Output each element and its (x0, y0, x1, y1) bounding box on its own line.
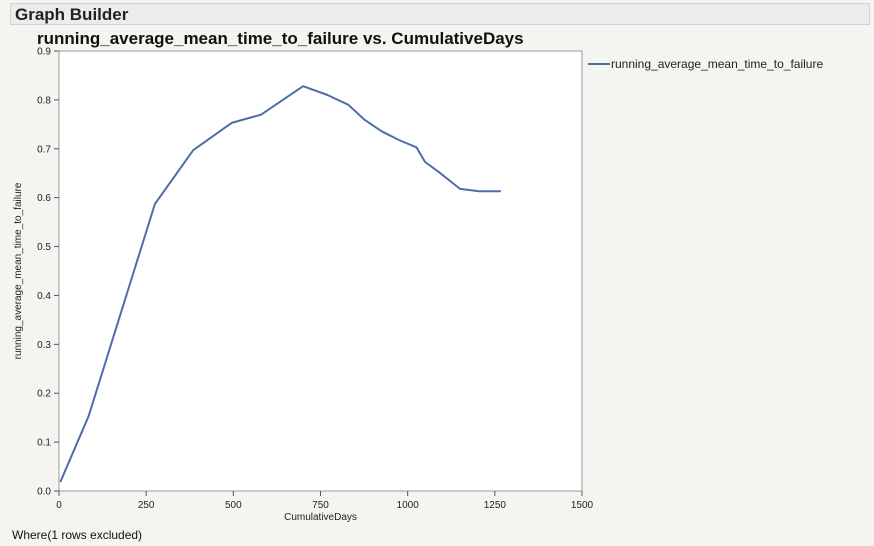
y-axis-label: running_average_mean_time_to_failure (13, 182, 24, 359)
legend[interactable]: running_average_mean_time_to_failure (588, 56, 823, 72)
y-tick-label: 0.6 (37, 193, 51, 204)
header-title: Graph Builder (15, 5, 129, 24)
legend-swatch (588, 63, 610, 65)
y-tick-label: 0.9 (37, 47, 51, 58)
series-line (59, 85, 502, 483)
y-tick-label: 0.8 (37, 95, 51, 106)
y-tick-label: 0.2 (37, 389, 51, 400)
where-filter-note: Where(1 rows excluded) (12, 528, 143, 542)
legend-label: running_average_mean_time_to_failure (611, 57, 824, 71)
x-tick-label: 750 (312, 500, 329, 511)
plot-area (58, 50, 583, 492)
graph-builder-header: Graph Builder (10, 3, 870, 25)
chart-title: running_average_mean_time_to_failure vs.… (37, 29, 524, 48)
y-tick-label: 0.5 (37, 242, 51, 253)
y-tick-label: 0.0 (37, 487, 51, 498)
x-tick-label: 1250 (484, 500, 507, 511)
x-tick-label: 250 (138, 500, 155, 511)
y-tick-label: 0.7 (37, 144, 51, 155)
x-axis-label: CumulativeDays (284, 512, 357, 523)
x-tick-label: 1000 (397, 500, 420, 511)
y-tick-label: 0.4 (37, 291, 51, 302)
x-tick-label: 0 (56, 500, 62, 511)
y-tick-label: 0.1 (37, 438, 51, 449)
x-tick-label: 500 (225, 500, 242, 511)
x-tick-label: 1500 (571, 500, 594, 511)
y-tick-label: 0.3 (37, 340, 51, 351)
